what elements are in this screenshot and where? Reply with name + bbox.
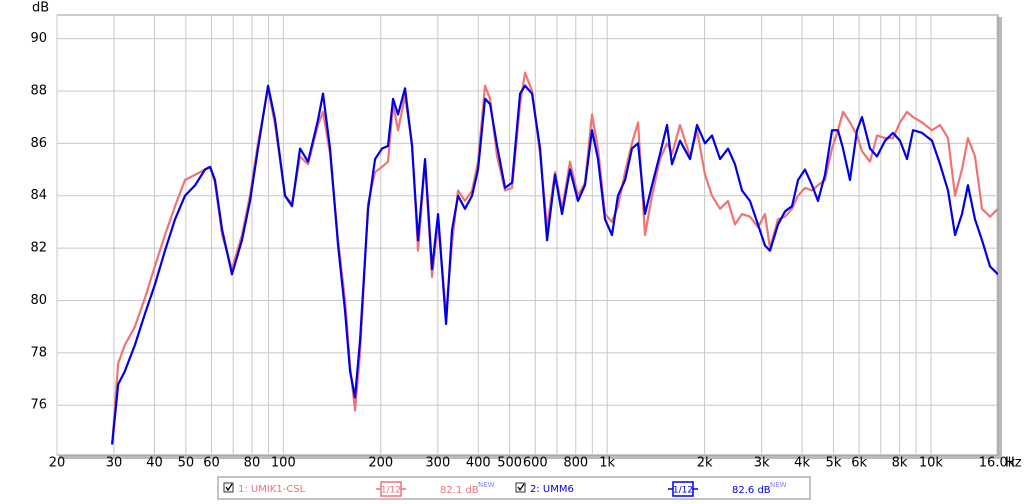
y-tick-label: 82 [30,241,47,256]
level-label: 82.6 dB [732,485,771,496]
checkbox[interactable] [223,482,234,493]
x-tick-label: 6k [851,456,867,471]
checkbox[interactable] [515,482,526,493]
y-tick-label: 76 [30,398,47,413]
y-tick-label: 90 [30,31,47,46]
legend-box [217,476,811,500]
series-line [111,84,998,445]
y-tick-label: 88 [30,83,47,98]
x-tick-label: 200 [368,456,393,471]
x-tick-label: 30 [106,456,123,471]
x-tick-label: 1k [599,456,615,471]
x-tick-label: 500 [497,456,522,471]
legend-label: 1: UMIK1-CSL [238,484,306,495]
check-mark [225,483,233,492]
x-tick-label: 3k [754,456,770,471]
x-axis-label: Hz [1005,456,1022,471]
x-tick-label: 300 [425,456,450,471]
x-tick-label: 4k [794,456,810,471]
level-label: 82.1 dB [440,485,479,496]
smoothing-label: 1/12 [381,486,401,496]
x-tick-label: 40 [146,456,163,471]
x-tick-label: 100 [271,456,296,471]
x-tick-label: 5k [826,456,842,471]
y-axis-label: dB [32,1,49,16]
x-tick-label: 20 [49,456,66,471]
x-tick-label: 16.0k [979,456,1016,471]
smoothing-icon[interactable] [672,481,694,497]
y-tick-label: 80 [30,293,47,308]
x-tick-label: 50 [178,456,195,471]
x-tick-label: 60 [203,456,220,471]
y-tick-label: 84 [30,188,47,203]
y-tick-label: 86 [30,136,47,151]
x-tick-label: 600 [523,456,548,471]
smoothing-label: 1/12 [673,486,693,496]
y-tick-label: 78 [30,345,47,360]
smoothing-icon[interactable] [380,481,402,497]
legend-label: 2: UMM6 [530,484,574,495]
check-mark [517,483,525,492]
x-tick-label: 8k [892,456,908,471]
x-tick-label: 10k [919,456,944,471]
x-tick-label: 2k [697,456,713,471]
level-badge: NEW [770,481,787,489]
x-tick-label: 800 [563,456,588,471]
x-tick-label: 400 [466,456,491,471]
level-badge: NEW [478,481,495,489]
x-tick-label: 80 [244,456,261,471]
legend: 1: UMIK1-CSL 1/12 82.1 dB NEW 2: UMM6 1/12 82.… [217,476,811,500]
